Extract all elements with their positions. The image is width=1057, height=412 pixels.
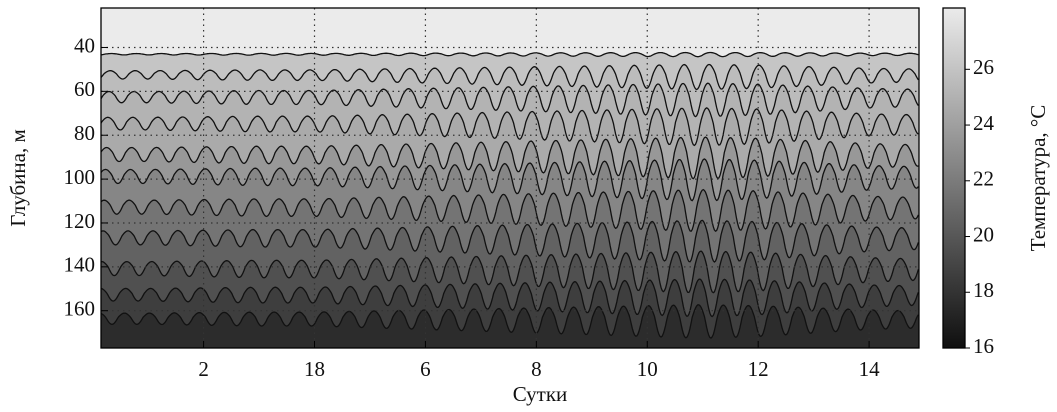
x-tick-label: 6 [420,357,431,381]
isotherm-band [101,304,919,348]
x-tick-label: 14 [859,357,881,381]
isotherm-line [101,158,919,202]
plot-frame [100,7,920,349]
y-tick-label: 160 [64,297,96,321]
isotherm-line [101,107,919,147]
y-tick-label: 60 [74,77,95,101]
isotherm-line [101,136,919,180]
y-tick-label: 80 [74,121,95,145]
y-tick-label: 100 [64,165,96,189]
isotherm-line [101,219,919,263]
isotherm-line [101,188,919,233]
x-tick-label: 18 [304,357,325,381]
colorbar-tick-label: 24 [973,111,995,135]
plot-area [101,8,919,348]
x-axis-label: Сутки [513,382,568,406]
x-tick-label: 8 [531,357,542,381]
colorbar [942,7,966,349]
x-tick-label: 12 [748,357,769,381]
isotherm-line [101,250,919,294]
y-axis-label: Глубина, м [6,129,30,227]
isotherm-line [101,304,919,339]
isotherm-line [101,51,919,58]
isotherm-line [101,63,919,91]
y-tick-label: 120 [64,209,96,233]
colorbar-tick-label: 20 [973,222,994,246]
isotherm-line [101,82,919,118]
colorbar-label: Температура, °C [1026,105,1050,252]
y-tick-label: 140 [64,253,96,277]
colorbar-tick-label: 18 [973,278,994,302]
y-tick-label: 40 [74,33,95,57]
colorbar-tick-label: 26 [973,55,994,79]
x-tick-label: 2 [198,357,209,381]
x-tick-label: 10 [637,357,658,381]
isotherm-line [101,278,919,318]
colorbar-tick-label: 16 [973,334,994,358]
colorbar-tick-label: 22 [973,167,994,191]
